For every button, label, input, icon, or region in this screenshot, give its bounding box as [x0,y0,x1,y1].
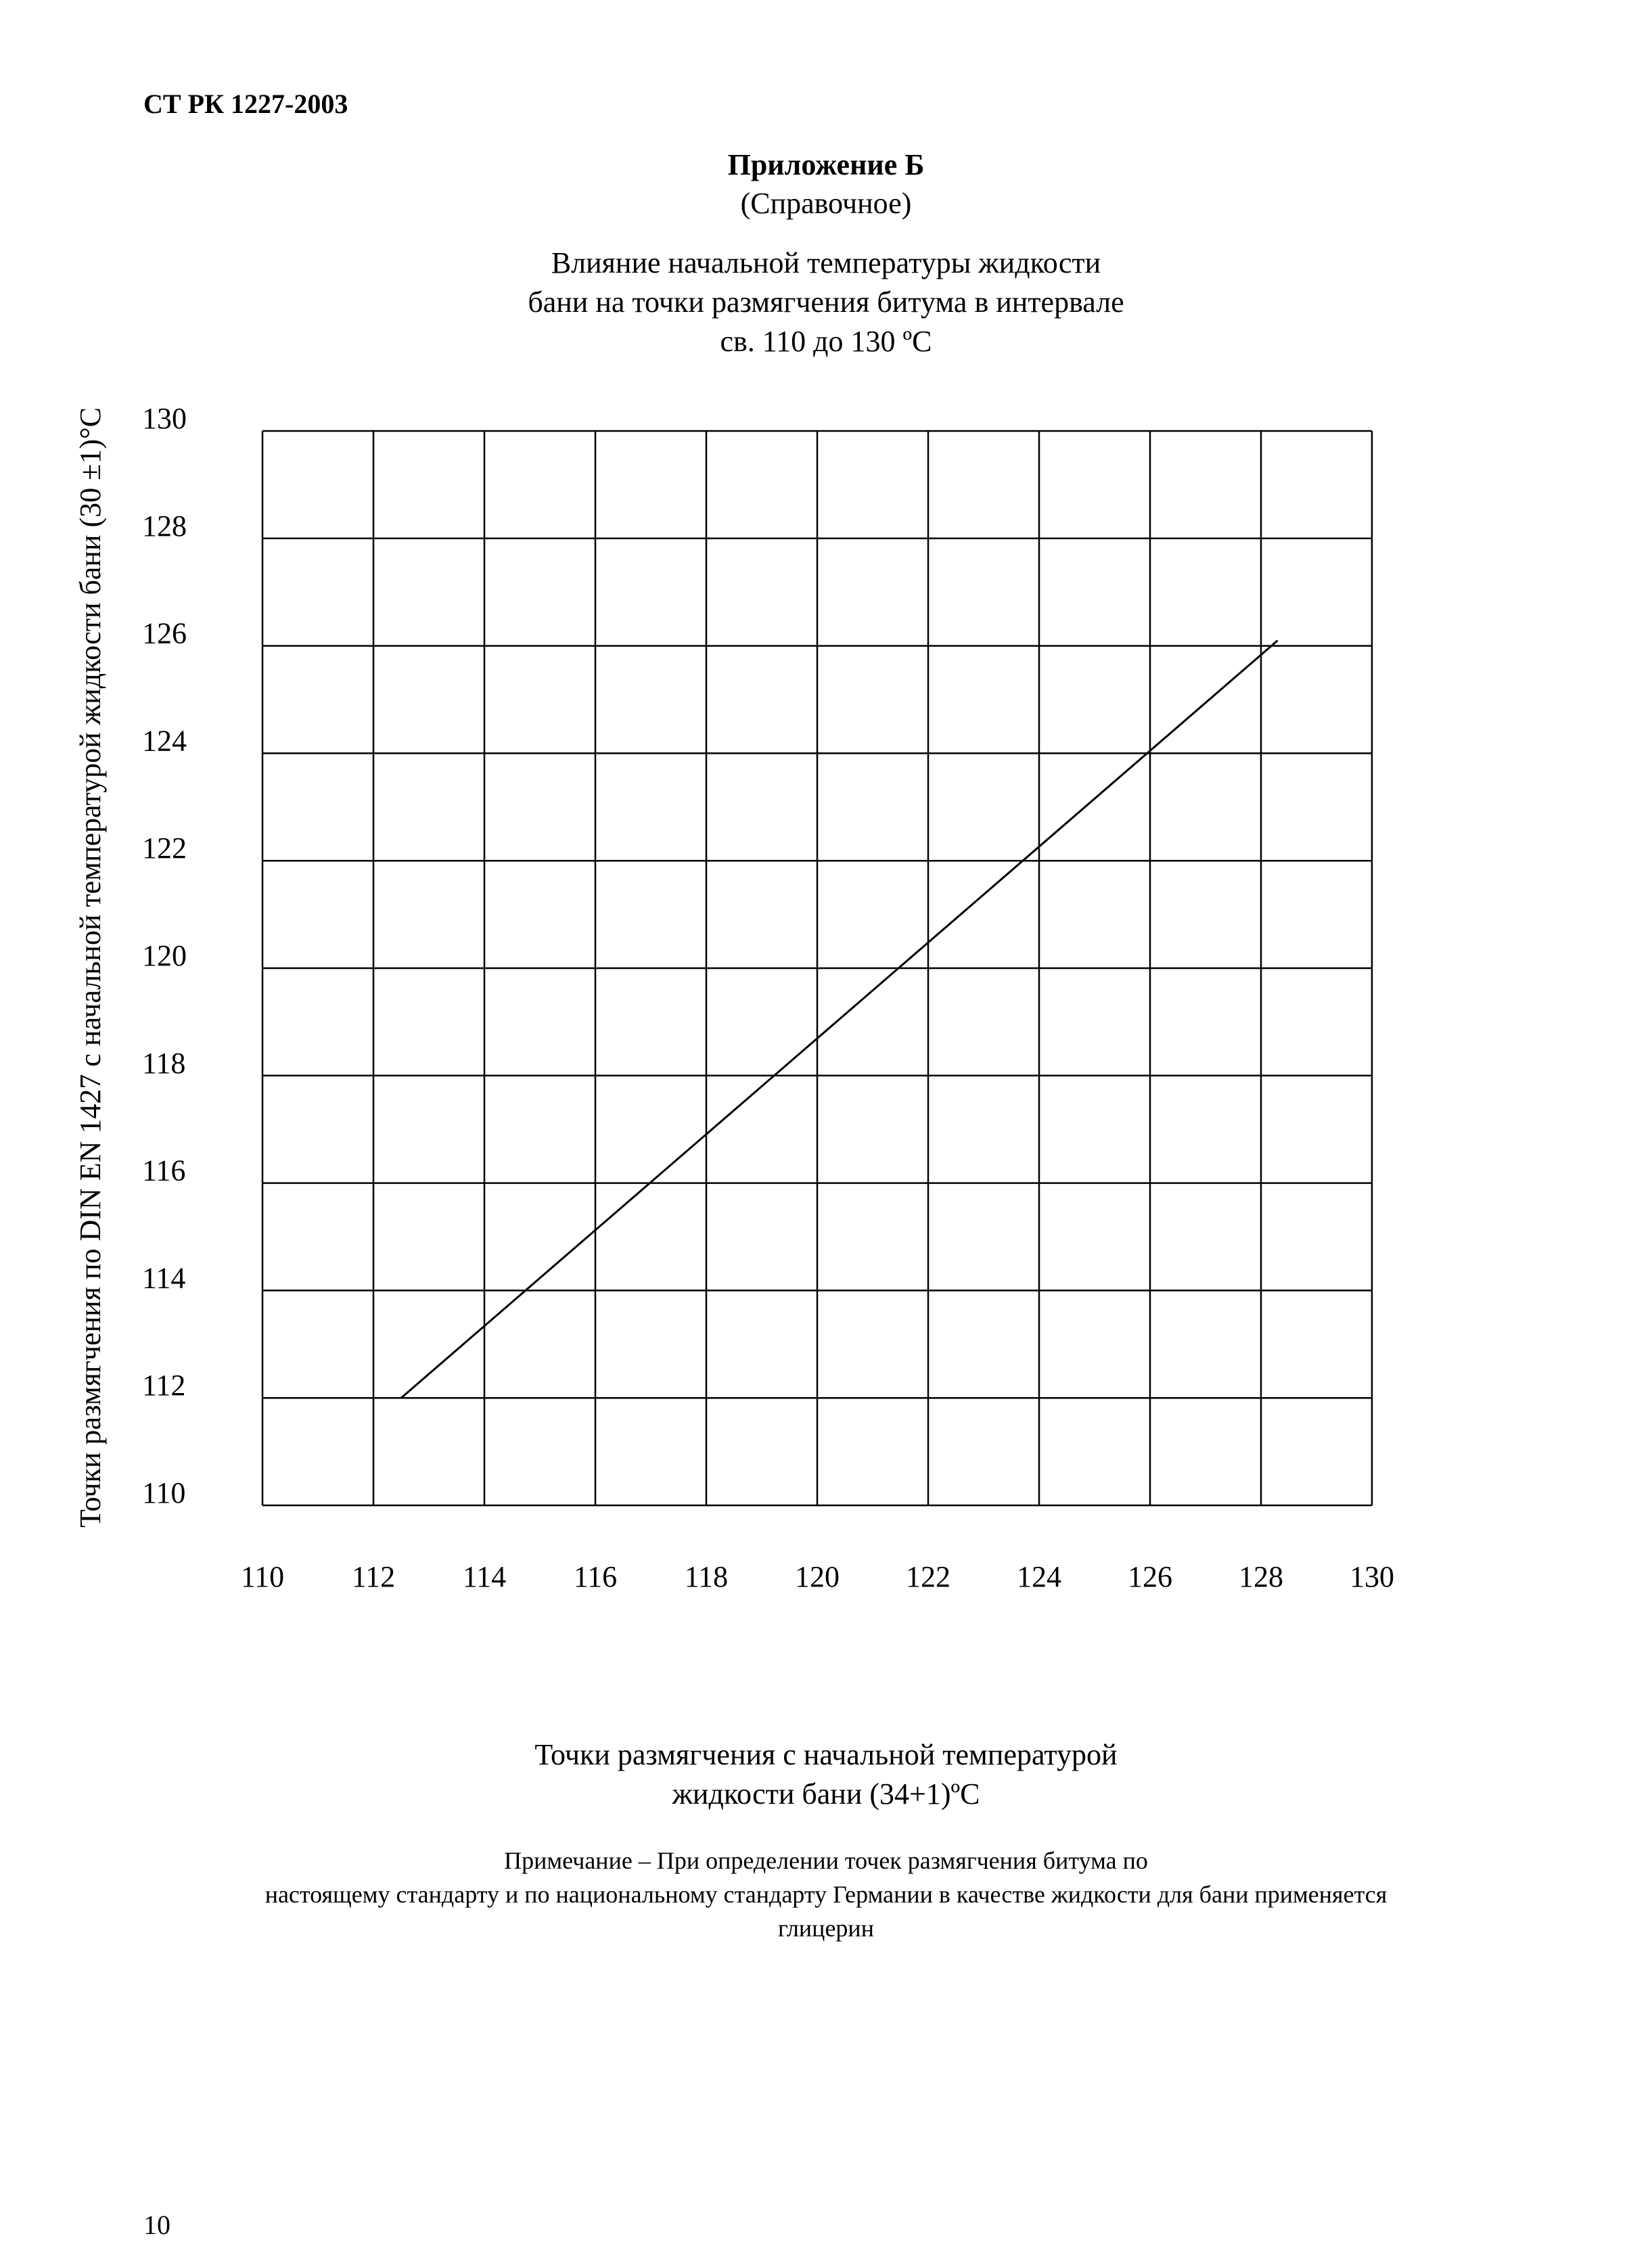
document-header: СТ РК 1227-2003 [143,89,348,119]
x-axis-label-line-2: жидкости бани (34+1)ºС [672,1777,980,1810]
y-tick-label: 126 [142,617,187,650]
appendix-title: Приложение Б [727,148,925,181]
y-tick-label: 110 [142,1476,185,1509]
x-tick-label: 124 [1017,1560,1061,1593]
y-tick-label: 116 [142,1154,185,1187]
page-number: 10 [143,2210,170,2240]
y-tick-label: 114 [142,1261,185,1294]
y-tick-label: 124 [142,724,187,757]
y-tick-label: 128 [142,509,187,543]
note-line-1: Примечание – При определении точек размя… [504,1847,1148,1874]
x-axis-label: Точки размягчения с начальной температур… [0,1735,1652,1814]
chart-title-line-2: бани на точки размягчения битума в интер… [528,286,1124,319]
chart-series [400,639,1279,1399]
x-tick-label: 128 [1239,1560,1283,1593]
y-tick-label: 118 [142,1047,185,1080]
x-tick-label: 118 [685,1560,728,1593]
y-tick-labels: 110 112 114 116 118 120 122 124 126 128 130 [142,402,187,1509]
y-axis-label: Точки размягчения по DIN EN 1427 с начал… [74,407,107,1528]
note-line-3: глицерин [778,1915,874,1942]
x-tick-label: 112 [352,1560,395,1593]
series-line [400,639,1279,1399]
y-tick-label: 112 [142,1369,185,1402]
x-axis-label-line-1: Точки размягчения с начальной температур… [534,1738,1118,1771]
x-tick-labels: 110 112 114 116 118 120 122 124 126 128 130 [241,1560,1394,1593]
x-tick-label: 114 [463,1560,506,1593]
chart-title: Влияние начальной температуры жидкости б… [0,244,1652,361]
chart-title-line-3: св. 110 до 130 ºС [720,325,932,358]
chart-grid [261,430,1373,1507]
x-tick-label: 122 [906,1560,950,1593]
x-tick-label: 116 [574,1560,617,1593]
y-tick-label: 130 [142,402,187,435]
x-tick-label: 110 [241,1560,284,1593]
note: Примечание – При определении точек размя… [0,1844,1652,1945]
x-tick-label: 120 [795,1560,840,1593]
x-tick-label: 130 [1350,1560,1394,1593]
y-tick-label: 120 [142,939,187,972]
note-line-2: настоящему стандарту и по национальному … [265,1881,1387,1908]
y-tick-label: 122 [142,832,187,865]
chart-title-line-1: Влияние начальной температуры жидкости [551,246,1101,279]
x-tick-label: 126 [1128,1560,1172,1593]
appendix-subtitle: (Справочное) [740,187,912,220]
